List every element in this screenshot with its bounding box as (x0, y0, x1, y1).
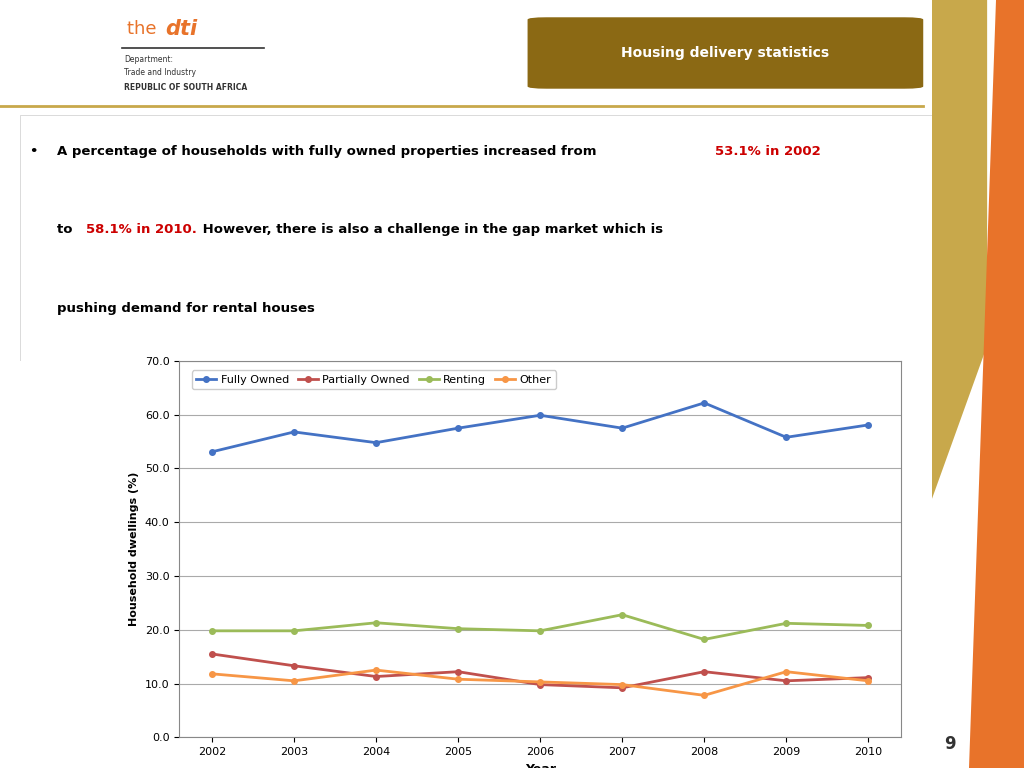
Text: •: • (30, 144, 38, 157)
Text: Housing delivery statistics: Housing delivery statistics (622, 46, 829, 60)
Renting (452, 624, 464, 634)
Renting (370, 618, 382, 627)
Partially Owned (862, 673, 874, 682)
Renting (698, 635, 711, 644)
Partially Owned (206, 650, 218, 659)
Fully Owned (535, 411, 547, 420)
Other (698, 690, 711, 700)
Text: Department:: Department: (124, 55, 173, 65)
Other (616, 680, 629, 689)
Text: 58.1% in 2010.: 58.1% in 2010. (86, 223, 197, 237)
FancyBboxPatch shape (527, 17, 924, 89)
Legend: Fully Owned, Partially Owned, Renting, Other: Fully Owned, Partially Owned, Renting, O… (191, 370, 556, 389)
Partially Owned (780, 676, 793, 685)
Text: A percentage of households with fully owned properties increased from: A percentage of households with fully ow… (57, 144, 601, 157)
Text: 53.1% in 2002: 53.1% in 2002 (715, 144, 820, 157)
Fully Owned (780, 432, 793, 442)
Line: Renting: Renting (209, 612, 871, 642)
Other (206, 669, 218, 678)
Renting (288, 626, 300, 635)
Text: Trade and Industry: Trade and Industry (124, 68, 197, 77)
Fully Owned (452, 424, 464, 433)
Text: dti: dti (165, 18, 197, 39)
Partially Owned (288, 661, 300, 670)
Polygon shape (932, 0, 987, 499)
Polygon shape (969, 0, 1024, 768)
Fully Owned (616, 424, 629, 433)
Fully Owned (206, 447, 218, 456)
Partially Owned (698, 667, 711, 677)
Renting (616, 610, 629, 619)
Text: 9: 9 (944, 735, 956, 753)
Fully Owned (862, 420, 874, 429)
Renting (862, 621, 874, 630)
Y-axis label: Household dwellings (%): Household dwellings (%) (129, 472, 139, 627)
FancyBboxPatch shape (20, 115, 932, 361)
Partially Owned (535, 680, 547, 689)
Text: the: the (127, 20, 163, 38)
Line: Fully Owned: Fully Owned (209, 400, 871, 455)
Other (452, 674, 464, 684)
Text: to: to (57, 223, 77, 237)
Fully Owned (370, 438, 382, 447)
Text: pushing demand for rental houses: pushing demand for rental houses (57, 302, 314, 315)
X-axis label: Year: Year (524, 763, 556, 768)
Fully Owned (698, 399, 711, 408)
Other (535, 677, 547, 687)
Renting (535, 626, 547, 635)
Other (780, 667, 793, 677)
Line: Other: Other (209, 667, 871, 698)
Text: REPUBLIC OF SOUTH AFRICA: REPUBLIC OF SOUTH AFRICA (124, 83, 248, 92)
Other (862, 676, 874, 685)
Partially Owned (616, 684, 629, 693)
Partially Owned (370, 672, 382, 681)
Fully Owned (288, 427, 300, 436)
Line: Partially Owned: Partially Owned (209, 651, 871, 690)
Renting (206, 626, 218, 635)
Other (370, 665, 382, 675)
Other (288, 676, 300, 685)
Text: However, there is also a challenge in the gap market which is: However, there is also a challenge in th… (199, 223, 664, 237)
Renting (780, 619, 793, 628)
Partially Owned (452, 667, 464, 677)
